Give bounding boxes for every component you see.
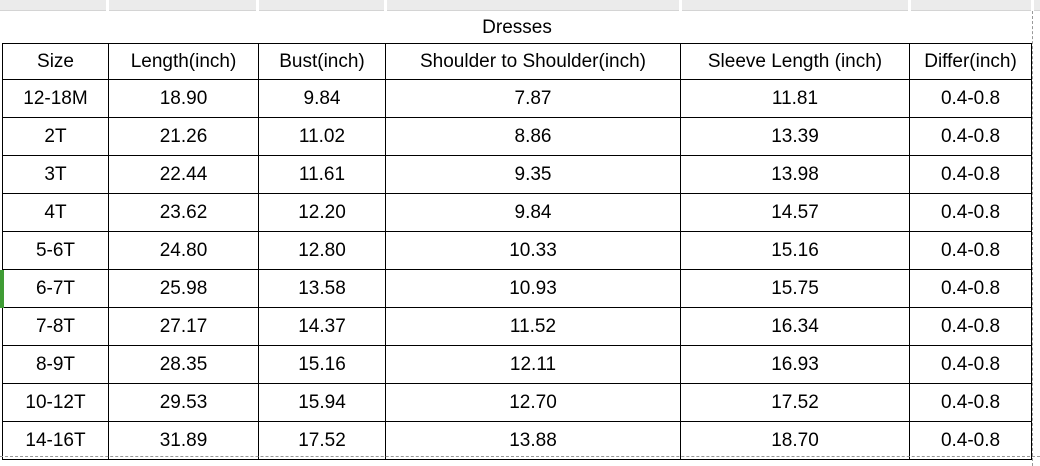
- cell-r0-c4[interactable]: 11.81: [680, 79, 910, 118]
- cell-r1-c5[interactable]: 0.4-0.8: [908, 117, 1033, 156]
- cell-r6-c1[interactable]: 27.17: [108, 307, 259, 346]
- column-header-3[interactable]: Shoulder to Shoulder(inch): [385, 43, 681, 80]
- column-header-divider[interactable]: [106, 0, 109, 11]
- cell-r4-c5[interactable]: 0.4-0.8: [908, 231, 1033, 270]
- cell-r4-c1[interactable]: 24.80: [108, 231, 259, 270]
- cell-r9-c5[interactable]: 0.4-0.8: [908, 421, 1033, 460]
- column-header-1[interactable]: Length(inch): [108, 43, 259, 80]
- cell-r6-c2[interactable]: 14.37: [258, 307, 386, 346]
- column-header-divider[interactable]: [384, 0, 387, 11]
- column-header-divider[interactable]: [679, 0, 682, 11]
- cell-r9-c1[interactable]: 31.89: [108, 421, 259, 460]
- cell-r4-c0[interactable]: 5-6T: [2, 231, 109, 270]
- cell-r2-c5[interactable]: 0.4-0.8: [908, 155, 1033, 194]
- table-row[interactable]: 7-8T 27.17 14.37 11.52 16.34 0.4-0.8: [2, 307, 1033, 346]
- table-row[interactable]: 2T 21.26 11.02 8.86 13.39 0.4-0.8: [2, 117, 1033, 156]
- cell-r6-c5[interactable]: 0.4-0.8: [908, 307, 1033, 346]
- cell-r8-c5[interactable]: 0.4-0.8: [908, 383, 1033, 422]
- cell-r9-c3[interactable]: 13.88: [385, 421, 681, 460]
- cell-r1-c4[interactable]: 13.39: [680, 117, 910, 156]
- cell-r2-c0[interactable]: 3T: [2, 155, 109, 194]
- size-chart-table: Dresses Size Length(inch) Bust(inch) Should…: [2, 12, 1033, 460]
- cell-r0-c3[interactable]: 7.87: [385, 79, 681, 118]
- cell-r3-c1[interactable]: 23.62: [108, 193, 259, 232]
- cell-r6-c3[interactable]: 11.52: [385, 307, 681, 346]
- cell-r5-c3[interactable]: 10.93: [385, 269, 681, 308]
- table-row[interactable]: 6-7T 25.98 13.58 10.93 15.75 0.4-0.8: [2, 269, 1033, 308]
- cell-r4-c3[interactable]: 10.33: [385, 231, 681, 270]
- cell-r3-c5[interactable]: 0.4-0.8: [908, 193, 1033, 232]
- table-row[interactable]: 3T 22.44 11.61 9.35 13.98 0.4-0.8: [2, 155, 1033, 194]
- cell-r7-c0[interactable]: 8-9T: [2, 345, 109, 384]
- column-header-4[interactable]: Sleeve Length (inch): [680, 43, 910, 80]
- cell-r3-c0[interactable]: 4T: [2, 193, 109, 232]
- cell-r2-c2[interactable]: 11.61: [258, 155, 386, 194]
- column-header-divider[interactable]: [256, 0, 259, 11]
- cell-r9-c0[interactable]: 14-16T: [2, 421, 109, 460]
- cell-r4-c2[interactable]: 12.80: [258, 231, 386, 270]
- column-header-divider[interactable]: [908, 0, 911, 11]
- cell-r7-c1[interactable]: 28.35: [108, 345, 259, 384]
- cell-r0-c1[interactable]: 18.90: [108, 79, 259, 118]
- cell-r3-c4[interactable]: 14.57: [680, 193, 910, 232]
- table-row[interactable]: 5-6T 24.80 12.80 10.33 15.16 0.4-0.8: [2, 231, 1033, 270]
- cell-r7-c2[interactable]: 15.16: [258, 345, 386, 384]
- cell-r7-c5[interactable]: 0.4-0.8: [908, 345, 1033, 384]
- cell-r0-c5[interactable]: 0.4-0.8: [908, 79, 1033, 118]
- row-selection-marker: [0, 269, 4, 308]
- table-row[interactable]: 8-9T 28.35 15.16 12.11 16.93 0.4-0.8: [2, 345, 1033, 384]
- column-header-0[interactable]: Size: [2, 43, 109, 80]
- column-header-band[interactable]: [0, 0, 1040, 11]
- page-break-vertical: [1032, 11, 1033, 466]
- cell-r3-c3[interactable]: 9.84: [385, 193, 681, 232]
- table-row[interactable]: 12-18M 18.90 9.84 7.87 11.81 0.4-0.8: [2, 79, 1033, 118]
- cell-r1-c3[interactable]: 8.86: [385, 117, 681, 156]
- cell-r8-c0[interactable]: 10-12T: [2, 383, 109, 422]
- cell-r7-c3[interactable]: 12.11: [385, 345, 681, 384]
- cell-r9-c4[interactable]: 18.70: [680, 421, 910, 460]
- table-header-row: Size Length(inch) Bust(inch) Shoulder to Sh…: [2, 43, 1033, 80]
- cell-r5-c2[interactable]: 13.58: [258, 269, 386, 308]
- table-row[interactable]: 10-12T 29.53 15.94 12.70 17.52 0.4-0.8: [2, 383, 1033, 422]
- cell-r9-c2[interactable]: 17.52: [258, 421, 386, 460]
- cell-r0-c0[interactable]: 12-18M: [2, 79, 109, 118]
- cell-r2-c4[interactable]: 13.98: [680, 155, 910, 194]
- cell-r1-c2[interactable]: 11.02: [258, 117, 386, 156]
- table-title-row: Dresses: [2, 12, 1032, 44]
- table-row[interactable]: 4T 23.62 12.20 9.84 14.57 0.4-0.8: [2, 193, 1033, 232]
- cell-r7-c4[interactable]: 16.93: [680, 345, 910, 384]
- cell-r5-c5[interactable]: 0.4-0.8: [908, 269, 1033, 308]
- cell-r5-c1[interactable]: 25.98: [108, 269, 259, 308]
- cell-r2-c3[interactable]: 9.35: [385, 155, 681, 194]
- cell-r8-c2[interactable]: 15.94: [258, 383, 386, 422]
- table-row[interactable]: 14-16T 31.89 17.52 13.88 18.70 0.4-0.8: [2, 421, 1033, 460]
- page-break-horizontal: [0, 456, 1040, 457]
- cell-r6-c0[interactable]: 7-8T: [2, 307, 109, 346]
- cell-r5-c0[interactable]: 6-7T: [2, 269, 109, 308]
- cell-r4-c4[interactable]: 15.16: [680, 231, 910, 270]
- cell-r8-c1[interactable]: 29.53: [108, 383, 259, 422]
- cell-r1-c0[interactable]: 2T: [2, 117, 109, 156]
- cell-r6-c4[interactable]: 16.34: [680, 307, 910, 346]
- cell-r5-c4[interactable]: 15.75: [680, 269, 910, 308]
- column-header-divider[interactable]: [1031, 0, 1034, 11]
- cell-r8-c4[interactable]: 17.52: [680, 383, 910, 422]
- cell-r8-c3[interactable]: 12.70: [385, 383, 681, 422]
- column-header-2[interactable]: Bust(inch): [258, 43, 386, 80]
- cell-r1-c1[interactable]: 21.26: [108, 117, 259, 156]
- cell-r2-c1[interactable]: 22.44: [108, 155, 259, 194]
- column-header-5[interactable]: Differ(inch): [908, 43, 1033, 80]
- cell-r0-c2[interactable]: 9.84: [258, 79, 386, 118]
- page-title: Dresses: [2, 12, 1032, 44]
- cell-r3-c2[interactable]: 12.20: [258, 193, 386, 232]
